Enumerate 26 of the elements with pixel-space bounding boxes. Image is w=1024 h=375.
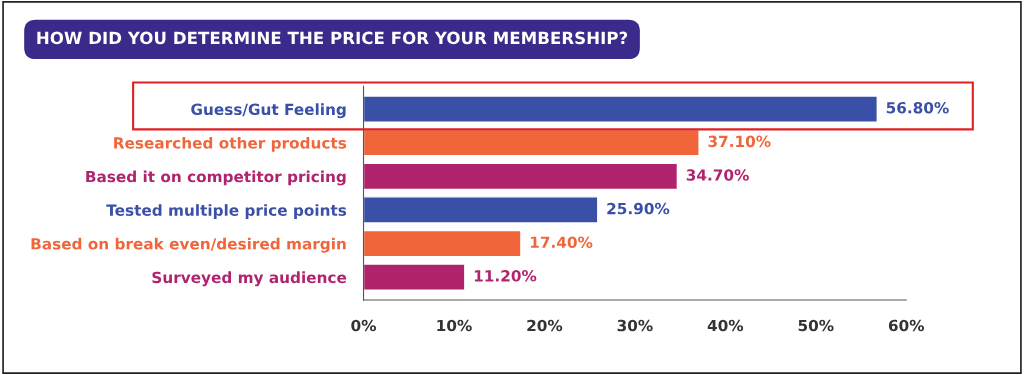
bar	[363, 162, 679, 191]
y-tick-label: Surveyed my audience	[152, 271, 347, 287]
y-tick-label: Tested multiple price points	[106, 204, 347, 219]
data-label: 25.90%	[607, 202, 670, 215]
x-tick-label: 60%	[888, 319, 925, 332]
bar	[363, 229, 522, 258]
x-tick-label: 20%	[527, 319, 563, 332]
x-tick-label: 30%	[617, 319, 653, 332]
bar	[363, 196, 599, 224]
data-label: 17.40%	[530, 236, 593, 248]
y-tick-label: Based on break even/desired margin	[31, 237, 346, 253]
data-label: 11.20%	[474, 270, 537, 282]
bar	[363, 263, 466, 291]
data-label: 56.80%	[886, 101, 949, 114]
y-tick-label: Based it on competitor pricing	[86, 170, 346, 186]
y-tick-label: Guess/Gut Feeling	[191, 103, 346, 119]
data-label: 34.70%	[686, 169, 749, 181]
y-tick-label: Researched other products	[114, 136, 347, 152]
bar	[363, 95, 878, 123]
x-tick-label: 40%	[707, 319, 744, 332]
x-tick-label: 10%	[437, 319, 472, 332]
x-tick-label: 0%	[351, 319, 376, 332]
x-tick-label: 50%	[798, 319, 834, 332]
chart-title: HOW DID YOU DETERMINE THE PRICE FOR YOUR MEMBERSHIP?	[37, 31, 628, 45]
data-label: 37.10%	[708, 135, 771, 148]
bar	[363, 128, 700, 157]
